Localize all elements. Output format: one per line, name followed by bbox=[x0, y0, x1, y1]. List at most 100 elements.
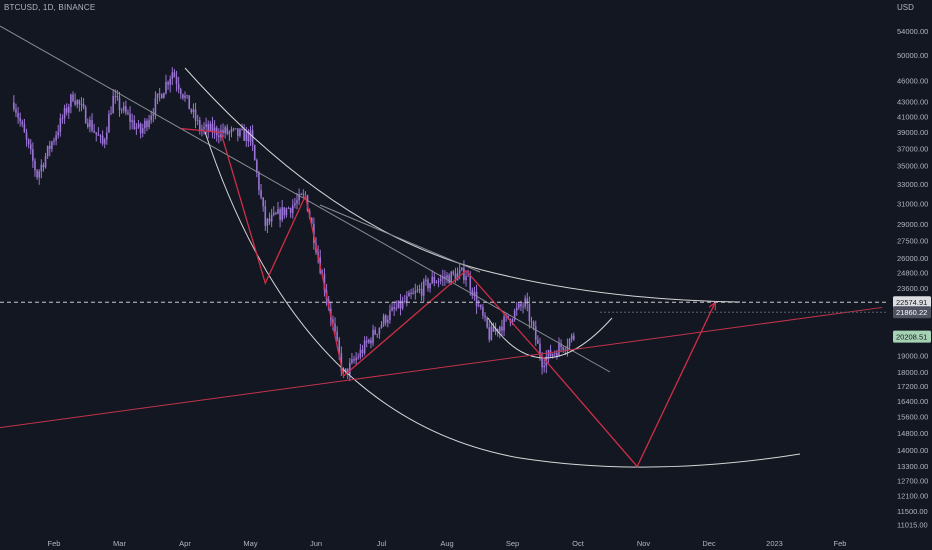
y-tick-label: 46000.00 bbox=[897, 77, 928, 86]
candle bbox=[122, 101, 125, 114]
candle bbox=[213, 120, 216, 139]
candle bbox=[460, 267, 463, 272]
candle bbox=[488, 320, 491, 343]
candle bbox=[32, 142, 34, 168]
candle bbox=[198, 116, 201, 135]
y-tick-label: 16400.00 bbox=[897, 397, 928, 406]
upper-arc bbox=[184, 67, 741, 303]
candle bbox=[179, 87, 182, 99]
x-tick-label: Apr bbox=[179, 539, 191, 548]
descending-trendline bbox=[0, 25, 611, 373]
candle bbox=[253, 144, 256, 161]
candle bbox=[163, 92, 165, 99]
candle bbox=[562, 346, 565, 354]
candle bbox=[249, 125, 252, 147]
candle bbox=[144, 117, 146, 134]
candle bbox=[192, 103, 195, 119]
svg-text:22574.91: 22574.91 bbox=[896, 298, 927, 307]
candle bbox=[150, 110, 152, 124]
candle bbox=[91, 113, 93, 133]
candle bbox=[70, 93, 72, 114]
candle bbox=[25, 128, 28, 147]
candle bbox=[378, 327, 381, 339]
candle bbox=[131, 113, 133, 130]
candle bbox=[207, 120, 210, 139]
candle bbox=[234, 128, 237, 130]
candle bbox=[522, 302, 524, 314]
candle bbox=[486, 316, 488, 329]
candle bbox=[228, 130, 231, 141]
candle bbox=[558, 337, 560, 357]
x-tick-label: Sep bbox=[506, 539, 519, 548]
candle bbox=[57, 124, 60, 139]
candle bbox=[323, 268, 326, 297]
candle bbox=[534, 320, 537, 346]
candle bbox=[141, 123, 144, 138]
candle bbox=[93, 123, 95, 134]
candle bbox=[76, 99, 79, 109]
candle bbox=[275, 211, 277, 215]
projection-path bbox=[543, 301, 716, 468]
candle bbox=[291, 199, 294, 219]
candle bbox=[146, 118, 148, 132]
price-label-current: 20208.51 bbox=[893, 330, 931, 343]
candle bbox=[384, 314, 387, 327]
candle bbox=[270, 208, 273, 228]
candle bbox=[48, 140, 51, 157]
candle bbox=[427, 277, 429, 292]
candle bbox=[110, 106, 112, 116]
y-tick-label: 33000.00 bbox=[897, 180, 928, 189]
x-axis[interactable]: Feb Mar Apr May Jun Jul Aug Sep Oct Nov Dec 2023 Feb bbox=[48, 539, 847, 548]
candle bbox=[74, 93, 76, 107]
candle bbox=[106, 126, 108, 145]
candle bbox=[21, 119, 24, 128]
candle bbox=[475, 284, 478, 314]
zigzag-pattern bbox=[180, 127, 545, 378]
candle bbox=[15, 103, 17, 118]
candle bbox=[477, 299, 480, 308]
candle bbox=[51, 140, 53, 153]
candle bbox=[222, 123, 224, 138]
candle bbox=[78, 99, 81, 112]
candle bbox=[374, 326, 376, 336]
candle bbox=[528, 296, 531, 329]
candle bbox=[539, 337, 541, 361]
candle bbox=[23, 118, 26, 133]
candle bbox=[351, 352, 353, 365]
candle bbox=[258, 170, 260, 196]
candle bbox=[287, 206, 290, 210]
y-tick-label: 15600.00 bbox=[897, 412, 928, 421]
x-tick-label: Feb bbox=[48, 539, 61, 548]
x-tick-label: Nov bbox=[637, 539, 651, 548]
candle bbox=[80, 97, 83, 112]
candle bbox=[59, 113, 62, 137]
candle bbox=[194, 102, 197, 129]
candle bbox=[382, 313, 385, 327]
candle bbox=[203, 122, 205, 135]
candle bbox=[29, 139, 32, 155]
candle bbox=[422, 278, 425, 302]
candle bbox=[55, 130, 57, 146]
x-tick-label: 2023 bbox=[766, 539, 783, 548]
candle bbox=[496, 328, 499, 337]
candle bbox=[82, 98, 85, 110]
candle bbox=[418, 284, 421, 294]
candle bbox=[547, 349, 550, 363]
candle bbox=[359, 343, 362, 360]
candle bbox=[298, 188, 300, 206]
candle bbox=[230, 126, 233, 138]
candle bbox=[101, 130, 104, 146]
symbol-title[interactable]: BTCUSD, 1D, BINANCE bbox=[4, 3, 96, 12]
candle bbox=[209, 120, 212, 132]
candle bbox=[84, 105, 87, 124]
svg-text:21860.22: 21860.22 bbox=[896, 308, 927, 317]
candle bbox=[340, 346, 343, 376]
x-tick-label: Oct bbox=[572, 539, 585, 548]
candle bbox=[36, 169, 38, 180]
candle bbox=[281, 199, 283, 223]
candle bbox=[38, 169, 41, 185]
candle bbox=[226, 124, 229, 136]
candle bbox=[537, 335, 539, 344]
candle bbox=[515, 302, 518, 316]
